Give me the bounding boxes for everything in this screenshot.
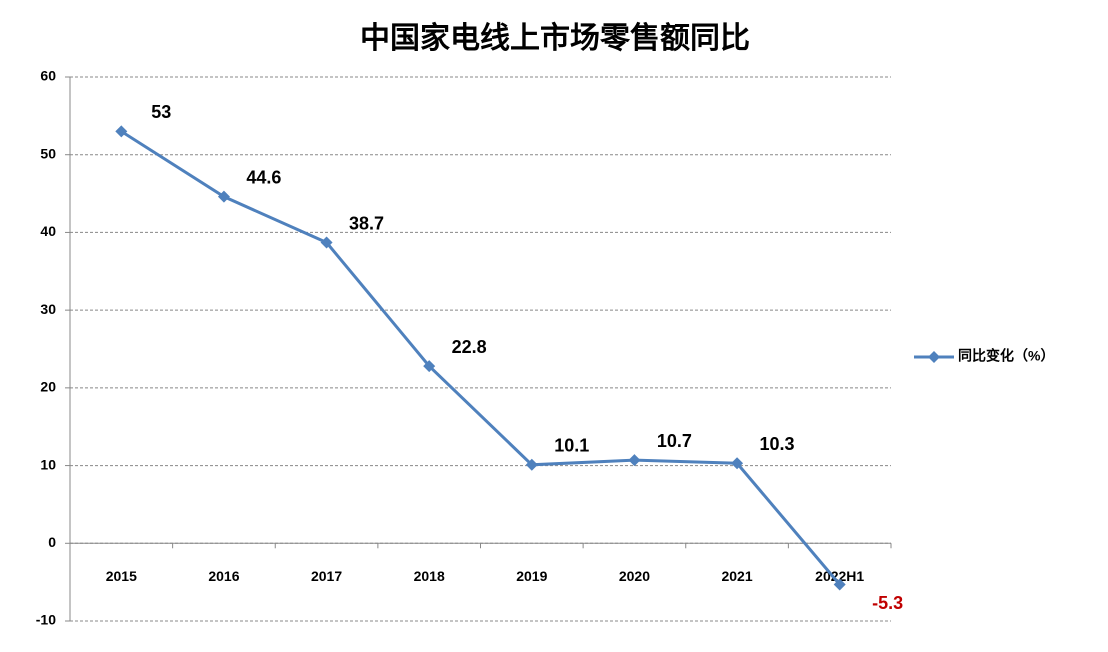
x-tick-label: 2019 bbox=[516, 568, 547, 584]
x-tick-label: 2021 bbox=[721, 568, 752, 584]
x-tick-label: 2018 bbox=[414, 568, 445, 584]
legend-label: 同比变化（%） bbox=[958, 348, 1054, 364]
x-tick-label: 2020 bbox=[619, 568, 650, 584]
data-label: 10.3 bbox=[760, 434, 795, 454]
series-line bbox=[120, 130, 841, 586]
data-label: 38.7 bbox=[349, 213, 384, 233]
marker bbox=[833, 578, 846, 591]
y-tick-label: 20 bbox=[40, 379, 56, 395]
marker bbox=[731, 457, 744, 470]
x-tick-label: 2015 bbox=[106, 568, 137, 584]
marker bbox=[320, 236, 333, 249]
x-tick-label: 2016 bbox=[208, 568, 239, 584]
y-tick-label: 50 bbox=[40, 145, 56, 161]
data-label: 53 bbox=[151, 102, 171, 122]
data-label: 10.1 bbox=[554, 436, 589, 456]
marker bbox=[628, 454, 641, 467]
x-tick-label: 2017 bbox=[311, 568, 342, 584]
data-label: 22.8 bbox=[452, 337, 487, 357]
chart-title: 中国家电线上市场零售额同比 bbox=[360, 21, 750, 56]
y-tick-label: 0 bbox=[48, 534, 56, 550]
data-label: -5.3 bbox=[872, 593, 903, 613]
y-tick-label: 30 bbox=[40, 301, 56, 317]
y-tick-label: 40 bbox=[40, 223, 56, 239]
legend-marker bbox=[928, 351, 940, 363]
marker bbox=[217, 190, 230, 203]
data-label: 10.7 bbox=[657, 431, 692, 451]
marker bbox=[525, 458, 538, 471]
data-label: 44.6 bbox=[246, 167, 281, 187]
marker bbox=[423, 360, 436, 373]
y-tick-label: -10 bbox=[36, 612, 56, 628]
marker bbox=[115, 125, 128, 138]
y-tick-label: 60 bbox=[40, 68, 56, 84]
y-tick-label: 10 bbox=[40, 456, 56, 472]
